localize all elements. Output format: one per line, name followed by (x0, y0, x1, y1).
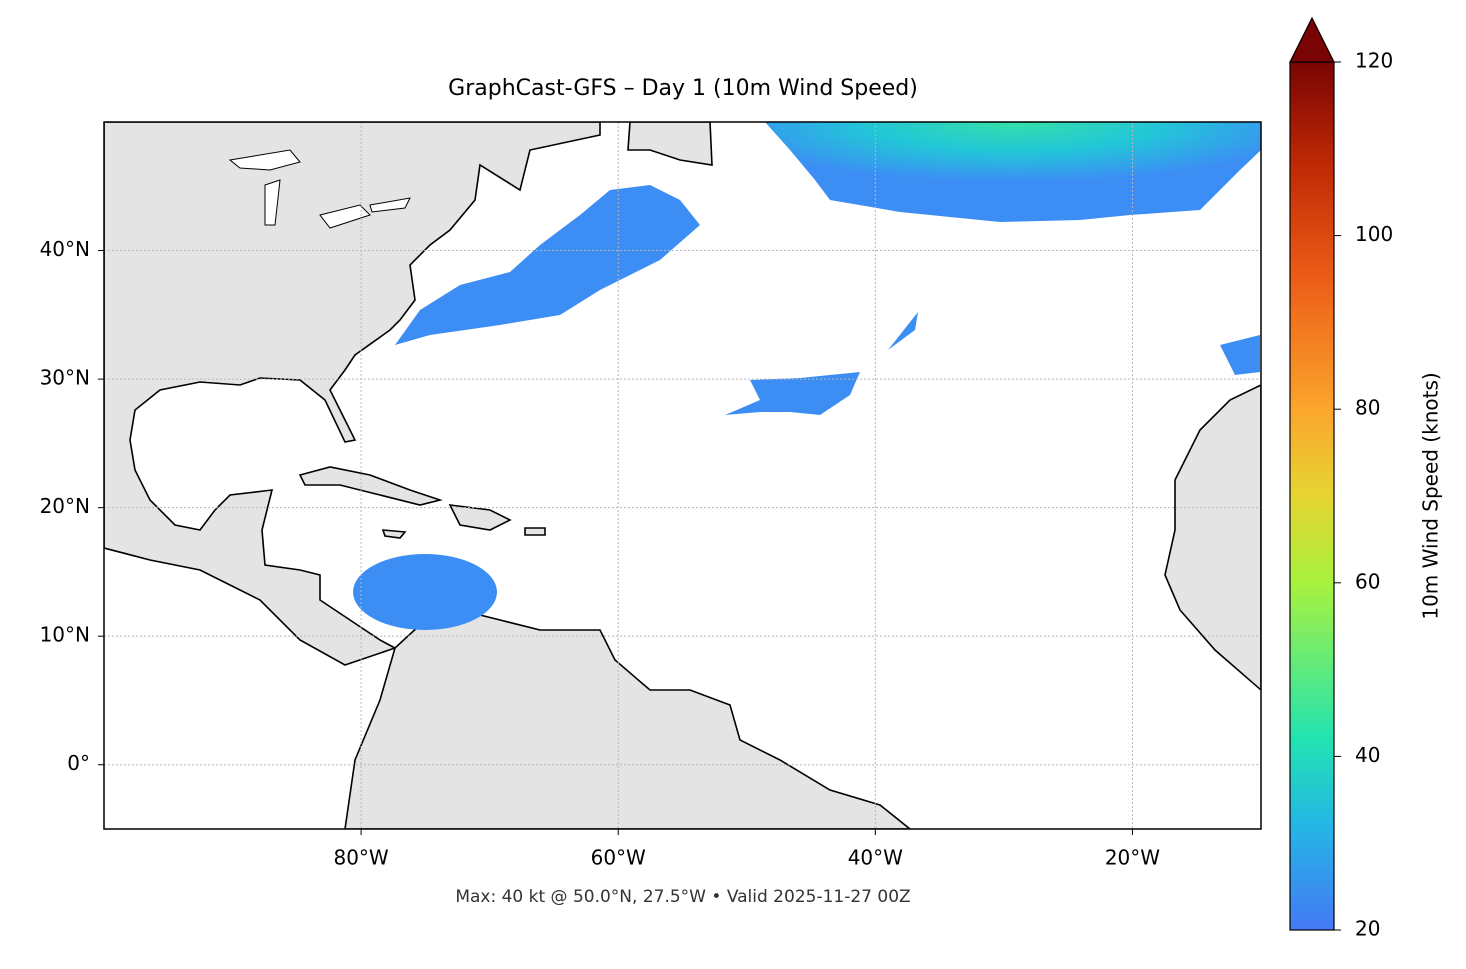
jamaica (381, 529, 407, 539)
north-america (104, 122, 601, 666)
colorbar-tick-label: 80 (1355, 396, 1380, 420)
y-tick-label: 0° (67, 751, 90, 775)
colorbar-extend (1289, 16, 1335, 63)
x-tick-label: 60°W (591, 846, 646, 870)
hispaniola (448, 504, 512, 531)
south-america (344, 609, 912, 829)
wind-area (888, 312, 918, 350)
y-tick-label: 20°N (40, 494, 90, 518)
x-tick-label: 20°W (1105, 846, 1160, 870)
great-lakes (228, 149, 411, 229)
y-tick-label: 40°N (40, 237, 90, 261)
wind-area (1220, 335, 1260, 375)
map (104, 122, 1261, 829)
colorbar-tick-label: 120 (1355, 49, 1393, 73)
wind-area (725, 372, 860, 415)
africa (1164, 384, 1261, 692)
x-tick-label: 40°W (848, 846, 903, 870)
footer: Max: 40 kt @ 50.0°N, 27.5°W • Valid 2025… (455, 887, 910, 907)
y-tick-label: 10°N (40, 623, 90, 647)
wind-area (353, 554, 497, 630)
colorbar-label: 10m Wind Speed (knots) (1419, 372, 1443, 619)
cuba (298, 466, 443, 506)
newfoundland (627, 122, 713, 166)
colorbar-tick-label: 100 (1355, 222, 1393, 246)
wind-area (765, 122, 1261, 222)
puerto-rico (524, 527, 546, 536)
chart-title: GraphCast-GFS – Day 1 (10m Wind Speed) (448, 76, 918, 101)
colorbar-tick-label: 40 (1355, 743, 1380, 767)
map-frame (103, 121, 1262, 830)
colorbar (1289, 61, 1335, 931)
wind-area (395, 185, 700, 345)
y-tick-label: 30°N (40, 366, 90, 390)
colorbar-tick-label: 60 (1355, 569, 1380, 593)
colorbar-tick-label: 20 (1355, 917, 1380, 941)
graticule (104, 122, 1261, 829)
x-tick-label: 80°W (333, 846, 388, 870)
